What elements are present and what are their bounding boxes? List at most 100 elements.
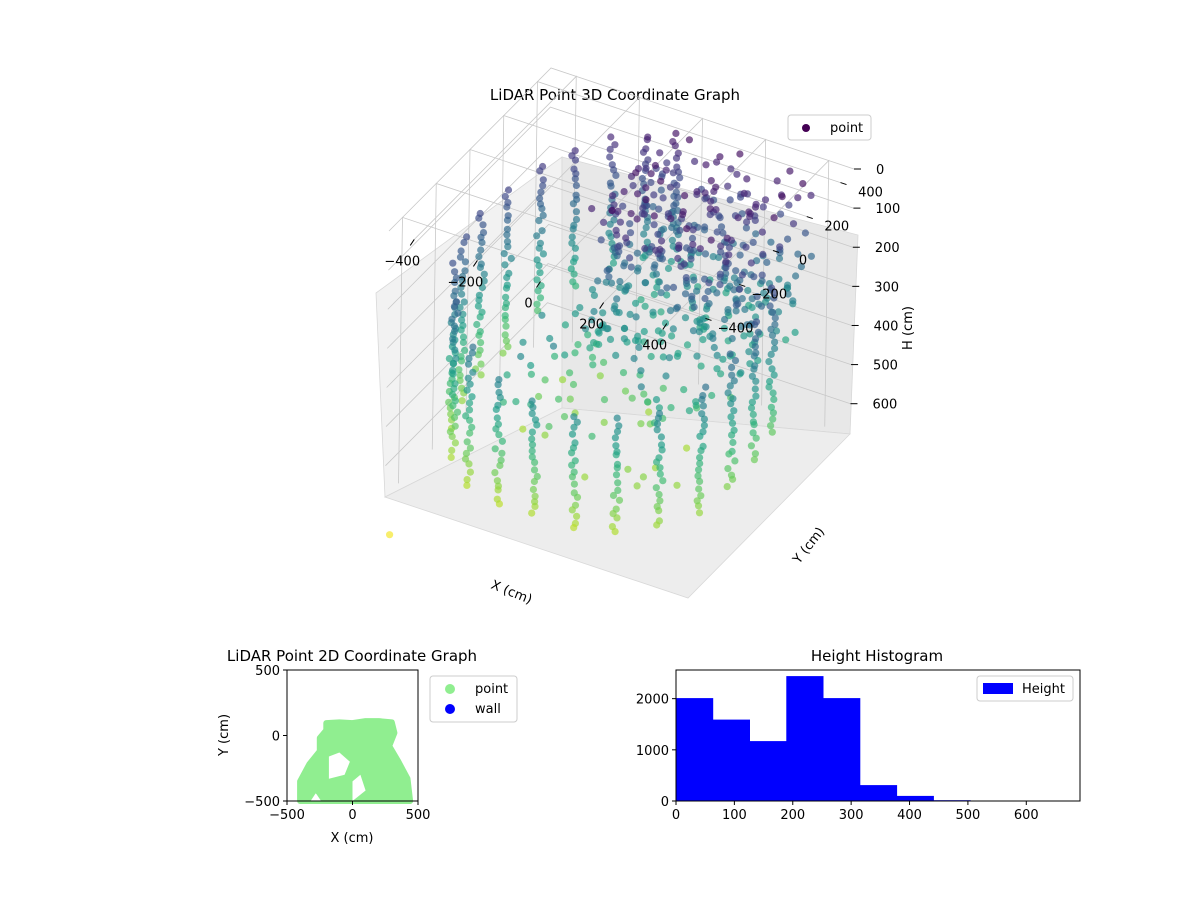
scatter-3d-point — [797, 263, 806, 271]
scatter-3d-point — [541, 431, 549, 439]
scatter-3d-point — [637, 420, 645, 428]
scatter-3d-point — [695, 509, 704, 517]
scatter-3d-point — [642, 196, 650, 204]
scatter-3d-point — [686, 246, 694, 254]
scatter-3d-point — [670, 202, 678, 210]
scatter-3d-point — [528, 397, 536, 405]
scatter-3d-point — [725, 243, 734, 252]
scatter-3d-point — [655, 205, 663, 213]
scatter-3d-point — [716, 153, 724, 161]
scatter-3d-point — [639, 148, 648, 156]
scatter-2d-gap — [328, 752, 350, 779]
scatter-3d-point — [767, 350, 775, 358]
scatter-3d-point — [458, 384, 466, 392]
scatter-3d-point — [491, 469, 499, 477]
scatter-3d-point — [673, 481, 681, 489]
scatter-3d-point — [645, 408, 653, 416]
scatter-3d-point — [683, 341, 692, 349]
grid-line-h — [388, 67, 855, 232]
scatter-3d-point — [528, 509, 536, 517]
scatter-3d-point — [656, 464, 664, 472]
scatter-3d-point — [466, 468, 474, 476]
scatter-3d-point — [713, 228, 721, 236]
scatter-3d-point — [529, 485, 538, 494]
scatter-3d-point — [642, 224, 650, 232]
scatter-3d-point — [734, 214, 742, 222]
scatter-3d-point — [742, 243, 750, 251]
scatter-3d-point — [613, 414, 621, 422]
y-tick-3d — [705, 317, 712, 321]
scatter-3d-point — [478, 283, 486, 292]
scatter-3d-point — [449, 359, 457, 367]
legend-2d: point wall — [429, 675, 518, 723]
histogram-bar — [749, 741, 787, 801]
legend-2d-label-point: point — [475, 682, 508, 697]
scatter-3d-point — [767, 238, 775, 246]
scatter-3d-point — [789, 220, 798, 228]
scatter-3d-point — [766, 302, 774, 310]
histogram-bar — [786, 676, 824, 801]
scatter-3d-point — [769, 415, 777, 423]
scatter-3d-point — [539, 176, 547, 184]
scatter-3d-point — [657, 237, 666, 245]
scatter-3d-point — [743, 321, 751, 329]
scatter-3d-point — [794, 194, 802, 202]
scatter-3d-point — [600, 218, 608, 226]
scatter-3d-point — [605, 229, 613, 237]
scatter-3d-point — [640, 210, 648, 218]
scatter-3d-point — [614, 243, 622, 251]
scatter-3d-point — [475, 291, 483, 299]
scatter-3d-point — [611, 434, 620, 442]
scatter-3d-point — [745, 208, 753, 216]
scatter-3d-point — [450, 385, 458, 393]
scatter-3d-point — [696, 459, 704, 468]
scatter-3d-point — [701, 223, 709, 231]
scatter-3d-point — [692, 398, 700, 406]
scatter-3d-point — [459, 338, 467, 347]
scatter-3d-point — [451, 422, 459, 430]
scatter-3d-point — [536, 294, 545, 302]
scatter-3d-point — [742, 224, 751, 232]
scatter-3d-point — [606, 335, 615, 343]
scatter-3d-point — [559, 376, 567, 384]
scatter-3d-point — [667, 257, 675, 266]
z-tick-label-3d: 500 — [873, 359, 898, 374]
chart-2d-title: LiDAR Point 2D Coordinate Graph — [227, 647, 477, 665]
scatter-3d-point — [615, 422, 623, 430]
scatter-3d-point — [717, 248, 725, 256]
scatter-3d-point — [707, 197, 715, 205]
scatter-3d-point — [731, 357, 740, 365]
histogram-bar — [823, 698, 861, 801]
scatter-3d-point — [717, 223, 726, 231]
scatter-3d-point — [730, 286, 738, 294]
x-tick-label-histogram: 0 — [672, 808, 680, 823]
scatter-3d-point — [535, 392, 543, 401]
scatter-3d-point — [695, 328, 704, 336]
scatter-3d-point — [474, 302, 482, 310]
scatter-3d-point — [463, 476, 471, 484]
scatter-3d-point — [657, 186, 665, 194]
y-tick-label-3d: 200 — [824, 220, 849, 235]
scatter-3d-point — [653, 503, 661, 511]
axes-histogram: 0 100 200 300 400 500 600 0 1000 2000 — [636, 693, 1039, 823]
scatter-2d-gap — [310, 793, 322, 801]
scatter-3d-point — [652, 270, 661, 278]
scatter-3d-point — [468, 393, 476, 401]
scatter-3d-point — [456, 303, 464, 312]
scatter-3d-point — [674, 193, 682, 201]
scatter-3d-point — [728, 431, 736, 439]
scatter-3d-point — [676, 174, 684, 182]
scatter-3d-point — [776, 243, 784, 251]
scatter-3d-point — [751, 362, 759, 370]
scatter-3d-point — [720, 324, 729, 332]
scatter-3d-point — [752, 230, 760, 238]
chart-2d: LiDAR Point 2D Coordinate Graph −500 0 500… — [217, 647, 518, 846]
x-tick-label-3d: −200 — [448, 275, 484, 290]
scatter-3d-point — [759, 203, 767, 211]
scatter-3d-point — [588, 353, 597, 361]
scatter-3d-point — [567, 265, 575, 273]
scatter-3d-point — [494, 482, 502, 490]
scatter-3d-point — [725, 450, 733, 458]
histogram-bar — [859, 785, 898, 801]
